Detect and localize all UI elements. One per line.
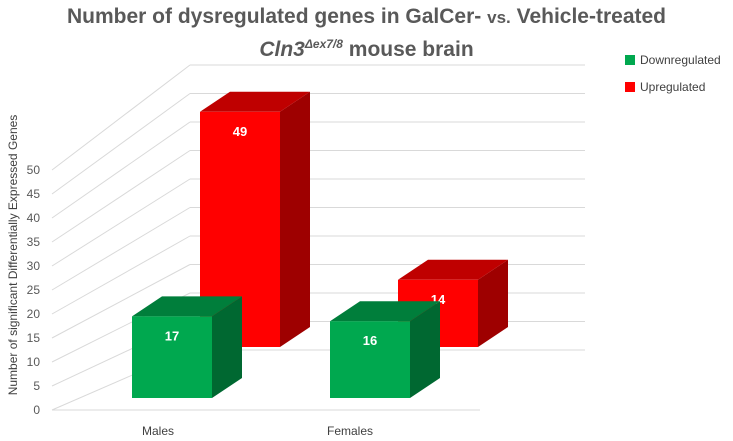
y-tick-label: 10	[27, 355, 41, 369]
chart-title: Number of dysregulated genes in GalCer- …	[0, 4, 733, 63]
legend-item-upregulated: Upregulated	[625, 80, 705, 94]
chart-title-line-2: Cln3Δex7/8 mouse brain	[0, 31, 733, 63]
gridline-side	[51, 64, 191, 171]
legend-label: Downregulated	[640, 53, 721, 67]
x-category-label: Males	[142, 424, 174, 438]
x-category-label: Females	[327, 424, 373, 438]
legend-swatch	[625, 82, 635, 92]
chart-title-line-1: Number of dysregulated genes in GalCer- …	[0, 4, 733, 31]
x-axis-categories: Males Females	[142, 424, 373, 438]
title-gene-superscript: Δex7/8	[304, 37, 343, 51]
bar-front-face	[132, 316, 212, 398]
legend: Downregulated Upregulated	[625, 53, 721, 94]
legend-label: Upregulated	[640, 80, 705, 94]
title-part-3: mouse brain	[348, 38, 474, 61]
title-part-1: Number of dysregulated genes in GalCer-	[67, 5, 482, 28]
bar-side-face	[478, 259, 508, 347]
y-tick-label: 35	[27, 235, 41, 249]
y-tick-label: 40	[27, 211, 41, 225]
bar-side-face	[410, 301, 440, 398]
y-tick-label: 50	[27, 163, 41, 177]
title-gene-name: Cln3	[259, 38, 305, 61]
y-tick-label: 30	[27, 259, 41, 273]
bar-top-face	[398, 259, 508, 280]
bar-downregulated-females: 16	[330, 301, 440, 398]
gridlines	[51, 64, 585, 411]
data-label: 17	[165, 328, 179, 343]
title-part-2: Vehicle-treated	[516, 5, 666, 28]
y-tick-label: 25	[27, 283, 41, 297]
title-vs: vs.	[487, 8, 511, 27]
data-label: 49	[233, 124, 247, 139]
bar-side-face	[212, 296, 242, 398]
bar-top-face	[132, 296, 242, 317]
bar-top-face	[200, 91, 310, 112]
y-axis-label: Number of significant Differentially Exp…	[6, 115, 20, 396]
data-label: 16	[363, 333, 377, 348]
gridline-side	[51, 264, 191, 339]
y-tick-label: 45	[27, 187, 41, 201]
y-tick-label: 15	[27, 331, 41, 345]
legend-item-downregulated: Downregulated	[625, 53, 721, 67]
gridline-side	[51, 93, 191, 195]
bar-top-face	[330, 301, 440, 322]
gridline-side	[51, 207, 191, 291]
bar-downregulated-males: 17	[132, 296, 242, 398]
y-tick-label: 0	[33, 403, 40, 417]
y-tick-label: 20	[27, 307, 41, 321]
bar-side-face	[280, 91, 310, 347]
gridline-side	[51, 235, 191, 315]
gridline-side	[51, 121, 191, 219]
y-axis-ticks: 0 5 10 15 20 25 30 35 40 45 50	[27, 163, 41, 417]
legend-swatch	[625, 55, 635, 65]
gridline-side	[51, 150, 191, 243]
bar-front-face	[330, 321, 410, 398]
y-tick-label: 5	[33, 379, 40, 393]
gridline-side	[51, 178, 191, 267]
